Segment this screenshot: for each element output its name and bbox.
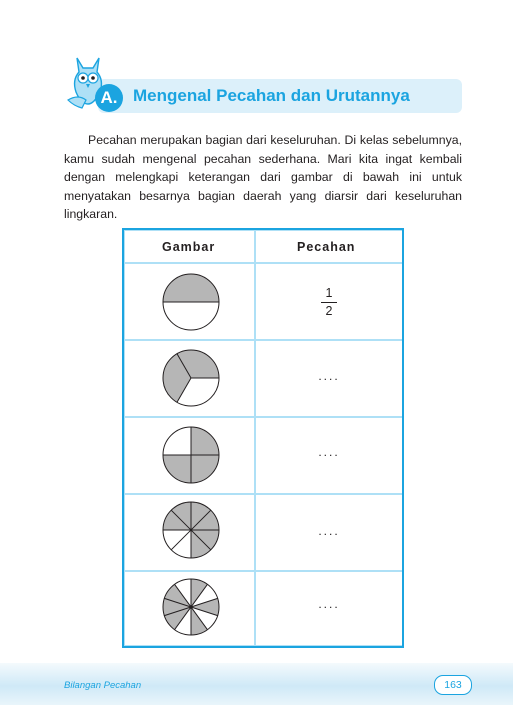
answer-blank: .... [318,524,340,538]
footer-band [0,663,513,705]
header-pecahan: Pecahan [297,240,356,254]
circle-eighths-icon [162,501,220,559]
fraction-one-half: 1 2 [319,286,339,319]
table-header-cell [125,231,254,262]
intro-paragraph: Pecahan merupakan bagian dari keseluruha… [64,133,462,222]
table-cell [256,572,402,645]
circle-thirds-icon [162,349,220,407]
section-badge: A. [95,84,123,112]
answer-blank: .... [318,369,340,383]
table-header-cell [256,231,402,262]
circle-halves-icon [162,273,220,331]
header-gambar: Gambar [162,240,216,254]
section-header-bar [98,79,462,113]
denominator: 2 [325,304,333,318]
table-cell [256,495,402,570]
owl-mascot-icon [67,57,103,109]
table-cell [256,264,402,339]
table-cell [256,341,402,416]
page-number: 163 [434,675,472,695]
answer-blank: .... [318,445,340,459]
circle-tenths-icon [162,578,220,636]
answer-blank: .... [318,597,340,611]
circle-quarters-icon [162,426,220,484]
table-cell [256,418,402,493]
section-title: Mengenal Pecahan dan Urutannya [133,86,410,105]
numerator: 1 [325,286,333,300]
footer-book-title: Bilangan Pecahan [64,680,142,691]
fraction-bar [321,302,337,303]
